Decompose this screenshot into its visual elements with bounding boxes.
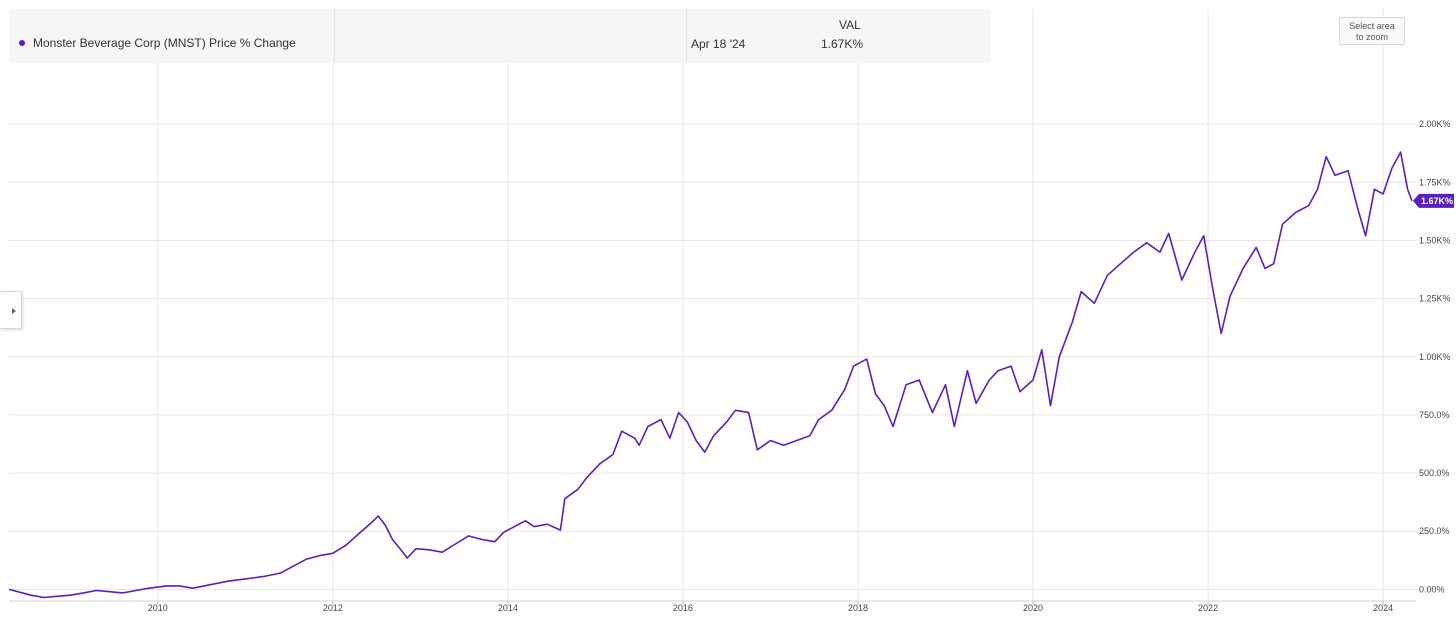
- series-line-mnst: [8, 151, 1413, 599]
- y-tick-label: 1.25K%: [1419, 294, 1451, 304]
- x-tick-label: 2014: [498, 603, 518, 613]
- legend-value: 1.67K%: [821, 37, 864, 51]
- legend-column-header: VAL: [839, 18, 861, 32]
- y-tick-label: 1.50K%: [1419, 235, 1451, 245]
- x-axis-tick-labels: 2010 2012 2014 2016 2018 2020 2022 2024: [148, 603, 1393, 613]
- zoom-button-line1: Select area: [1349, 21, 1395, 31]
- grid-horizontal-lines: [9, 123, 1416, 590]
- legend-date: Apr 18 '24: [691, 37, 746, 51]
- y-tick-label: 1.00K%: [1419, 352, 1451, 362]
- last-value-marker: 1.67K%: [1413, 193, 1454, 208]
- last-value-label: 1.67K%: [1421, 196, 1453, 206]
- legend-divider: [686, 9, 687, 63]
- y-tick-label: 1.75K%: [1419, 177, 1451, 187]
- zoom-button-line2: to zoom: [1355, 32, 1388, 42]
- y-axis-tick-labels: 0.00% 250.0% 500.0% 750.0% 1.00K% 1.25K% 1.50K…: [1419, 119, 1451, 594]
- chevron-right-icon: [12, 308, 16, 314]
- x-tick-label: 2018: [848, 603, 868, 613]
- legend-series-dot: [19, 40, 25, 46]
- y-tick-label: 500.0%: [1419, 468, 1450, 478]
- legend-divider: [334, 9, 335, 63]
- select-area-zoom-button[interactable]: Select area to zoom: [1339, 17, 1405, 45]
- x-tick-label: 2016: [673, 603, 693, 613]
- x-tick-label: 2020: [1023, 603, 1043, 613]
- y-tick-label: 2.00K%: [1419, 119, 1451, 129]
- y-tick-label: 250.0%: [1419, 526, 1450, 536]
- legend-series-name: Monster Beverage Corp (MNST) Price % Cha…: [33, 36, 296, 50]
- y-tick-label: 750.0%: [1419, 410, 1450, 420]
- x-tick-label: 2024: [1373, 603, 1393, 613]
- x-tick-label: 2012: [323, 603, 343, 613]
- grid-vertical-lines: [157, 9, 1384, 605]
- sidebar-toggle-button[interactable]: [0, 291, 22, 329]
- legend-box: Monster Beverage Corp (MNST) Price % Cha…: [9, 9, 991, 63]
- y-tick-label: 0.00%: [1419, 584, 1445, 594]
- x-tick-label: 2022: [1198, 603, 1218, 613]
- x-tick-label: 2010: [148, 603, 168, 613]
- last-value-badge: [1413, 193, 1454, 208]
